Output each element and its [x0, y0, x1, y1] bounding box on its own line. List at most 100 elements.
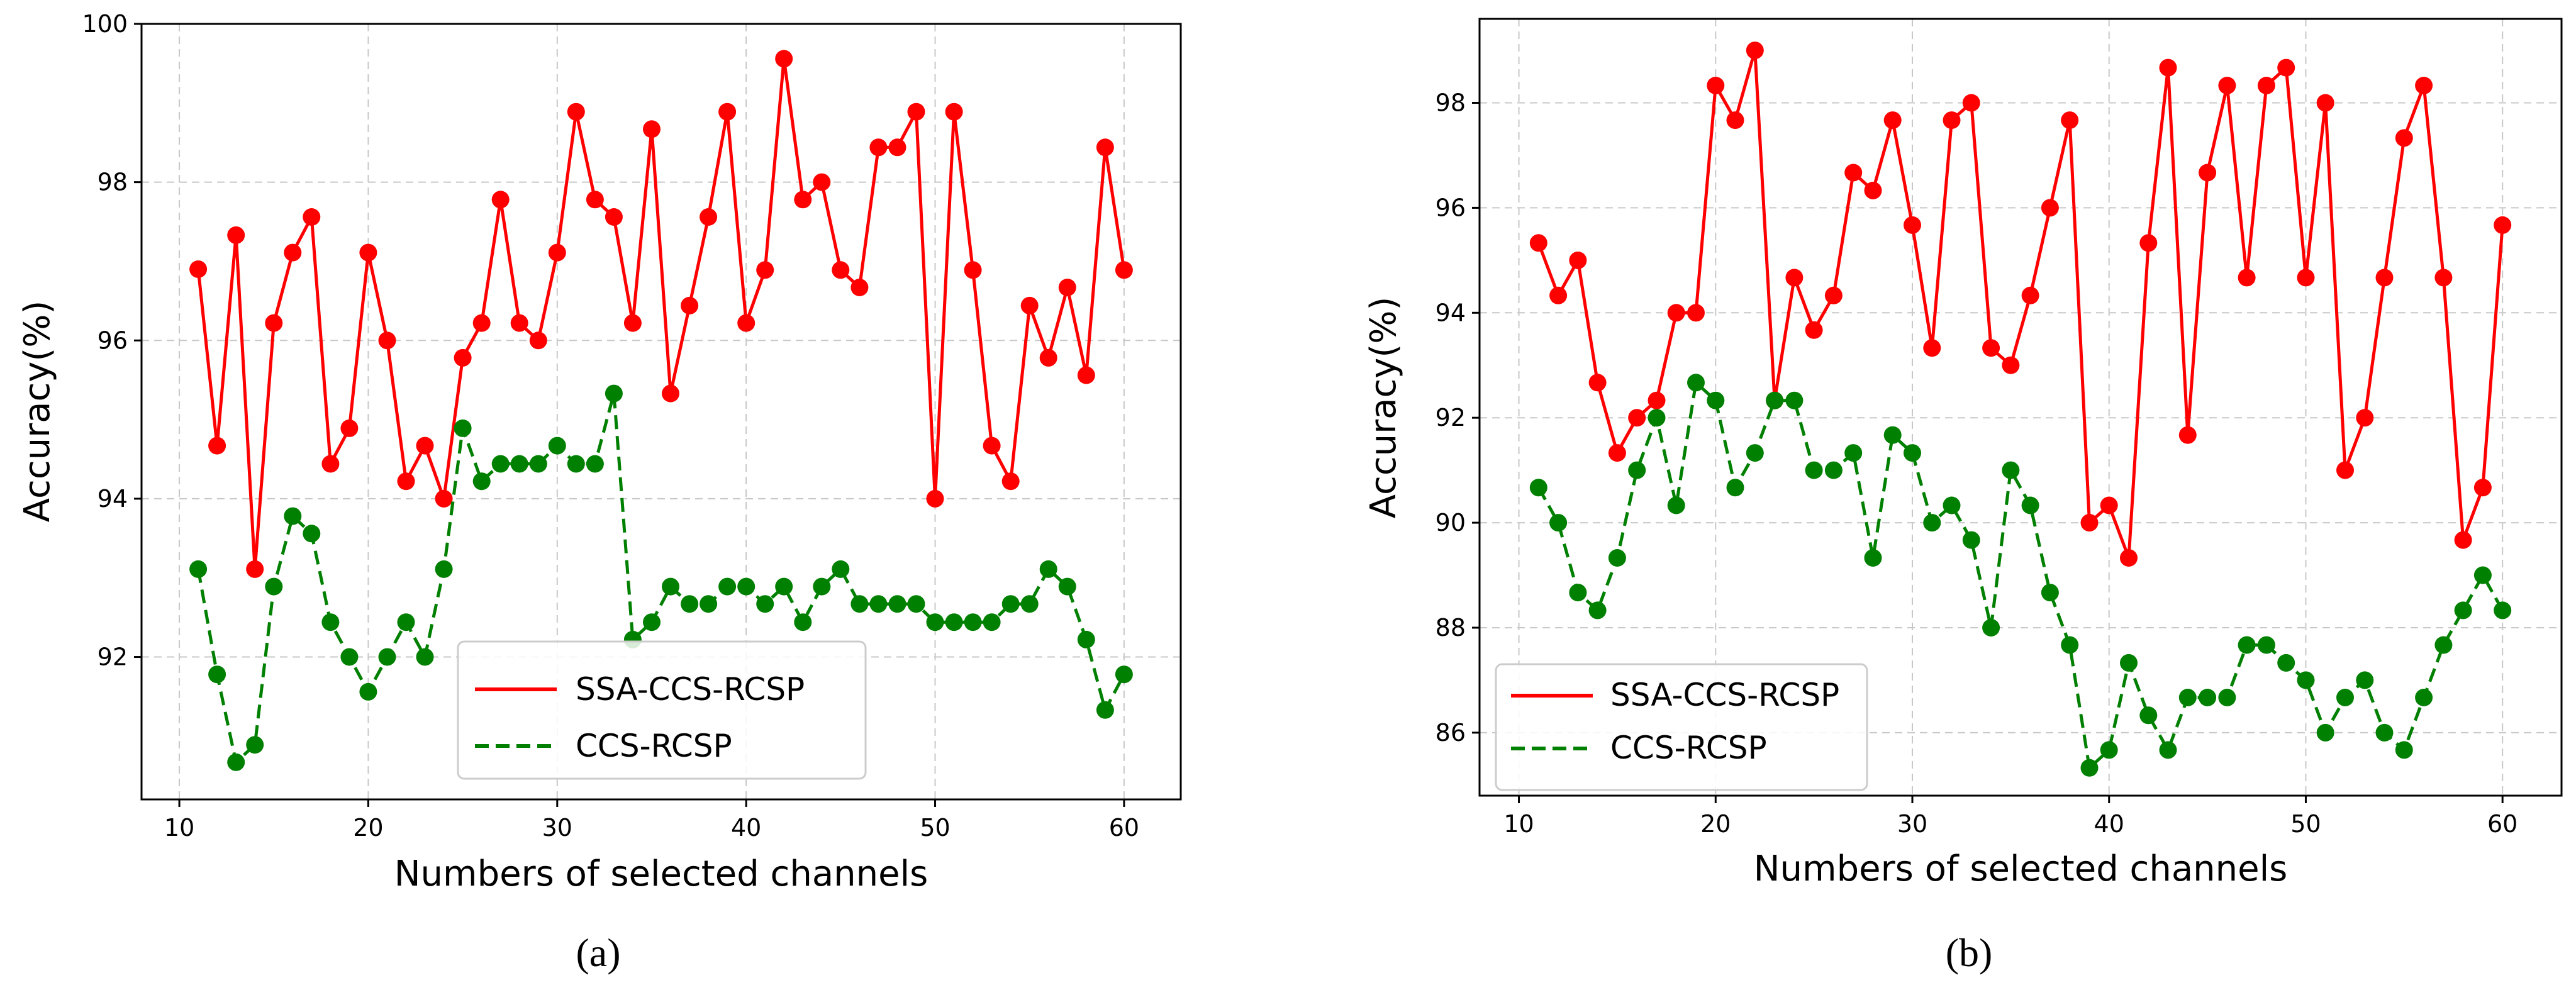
data-point-ccs-rcsp	[2297, 671, 2315, 689]
series-line-ssa-ccs-rcsp	[196, 57, 1126, 571]
x-tick-label: 50	[920, 814, 950, 842]
data-point-ssa-ccs-rcsp	[1667, 304, 1685, 322]
data-point-ssa-ccs-rcsp	[2297, 269, 2315, 287]
data-point-ssa-ccs-rcsp	[1746, 42, 1764, 60]
legend-label-ccs-a: CCS-RCSP	[576, 728, 732, 764]
data-point-ssa-ccs-rcsp	[1001, 472, 1020, 491]
data-point-ssa-ccs-rcsp	[340, 419, 359, 437]
legend-box-a	[457, 640, 867, 780]
data-point-ccs-rcsp	[1687, 374, 1705, 392]
data-point-ccs-rcsp	[1058, 577, 1076, 596]
data-point-ccs-rcsp	[340, 648, 359, 666]
data-point-ccs-rcsp	[321, 613, 340, 631]
data-point-ccs-rcsp	[1529, 479, 1547, 497]
data-point-ccs-rcsp	[529, 455, 547, 473]
data-point-ccs-rcsp	[1904, 444, 1921, 462]
data-point-ccs-rcsp	[2257, 636, 2275, 654]
data-point-ccs-rcsp	[2316, 723, 2334, 742]
data-point-ccs-rcsp	[1648, 409, 1666, 427]
data-point-ssa-ccs-rcsp	[378, 331, 396, 350]
data-point-ccs-rcsp	[1707, 391, 1725, 409]
x-axis-label-b: Numbers of selected channels	[1754, 848, 2288, 889]
data-point-ssa-ccs-rcsp	[1962, 94, 1980, 112]
axis-ticks-b: 10 20 30 40 50 60 86 88 90 92 94 96 98	[1436, 89, 2518, 838]
data-point-ssa-ccs-rcsp	[2139, 234, 2158, 252]
data-point-ssa-ccs-rcsp	[510, 314, 528, 332]
data-point-ssa-ccs-rcsp	[700, 208, 718, 226]
data-point-ccs-rcsp	[1569, 584, 1587, 602]
data-point-ssa-ccs-rcsp	[1707, 77, 1725, 94]
data-point-ccs-rcsp	[2178, 689, 2197, 706]
data-point-ssa-ccs-rcsp	[2178, 426, 2197, 444]
x-tick-label: 40	[731, 814, 761, 842]
data-point-ssa-ccs-rcsp	[2257, 77, 2275, 94]
data-point-ccs-rcsp	[1077, 630, 1095, 648]
data-point-ccs-rcsp	[1883, 426, 1902, 444]
chart-panel-b: 10 20 30 40 50 60 86 88 90 92 94 96 98 Numbers of se…	[1363, 18, 2563, 975]
x-tick-label: 20	[1700, 810, 1731, 838]
data-point-ssa-ccs-rcsp	[2159, 58, 2177, 77]
data-point-ssa-ccs-rcsp	[983, 437, 1001, 455]
data-point-ssa-ccs-rcsp	[2002, 356, 2020, 374]
data-point-ssa-ccs-rcsp	[208, 437, 226, 455]
data-point-ccs-rcsp	[1805, 461, 1823, 479]
panel-label-b: (b)	[1946, 930, 1993, 975]
data-point-ssa-ccs-rcsp	[1039, 348, 1057, 367]
data-point-ssa-ccs-rcsp	[2080, 514, 2099, 532]
data-point-ccs-rcsp	[1943, 496, 1961, 514]
data-point-ccs-rcsp	[983, 613, 1001, 631]
data-point-ccs-rcsp	[378, 648, 396, 666]
data-point-ssa-ccs-rcsp	[1020, 296, 1039, 314]
y-tick-label: 94	[1436, 299, 1466, 326]
data-point-ccs-rcsp	[794, 613, 812, 631]
data-point-ccs-rcsp	[416, 648, 434, 666]
data-point-ccs-rcsp	[907, 595, 925, 613]
data-point-ssa-ccs-rcsp	[2041, 199, 2059, 217]
data-point-ccs-rcsp	[813, 577, 831, 596]
data-point-ssa-ccs-rcsp	[1115, 261, 1133, 279]
panel-label-a: (a)	[576, 930, 620, 975]
y-tick-label: 92	[1436, 404, 1466, 431]
data-point-ccs-rcsp	[2434, 636, 2453, 654]
data-point-ssa-ccs-rcsp	[662, 384, 679, 403]
legend-a: SSA-CCS-RCSP CCS-RCSP	[457, 640, 867, 780]
data-point-ccs-rcsp	[2336, 689, 2354, 706]
data-point-ccs-rcsp	[2277, 654, 2295, 672]
data-point-ccs-rcsp	[1746, 444, 1764, 462]
data-point-ssa-ccs-rcsp	[681, 296, 699, 314]
data-point-ssa-ccs-rcsp	[1529, 234, 1547, 252]
data-point-ssa-ccs-rcsp	[832, 261, 850, 279]
data-point-ccs-rcsp	[945, 613, 963, 631]
data-point-ssa-ccs-rcsp	[2238, 269, 2256, 287]
data-point-ccs-rcsp	[265, 577, 283, 596]
data-point-ssa-ccs-rcsp	[756, 261, 774, 279]
data-point-ccs-rcsp	[850, 595, 869, 613]
data-point-ccs-rcsp	[1115, 665, 1133, 684]
data-point-ccs-rcsp	[605, 384, 623, 403]
data-point-ssa-ccs-rcsp	[605, 208, 623, 226]
data-point-ssa-ccs-rcsp	[189, 260, 208, 278]
x-axis-label-a: Numbers of selected channels	[394, 854, 928, 894]
data-point-ccs-rcsp	[2415, 689, 2433, 706]
data-point-ccs-rcsp	[1766, 391, 1784, 409]
data-point-ccs-rcsp	[2199, 689, 2217, 706]
data-point-ccs-rcsp	[926, 613, 944, 631]
data-point-ssa-ccs-rcsp	[2100, 496, 2118, 514]
data-point-ccs-rcsp	[359, 682, 377, 701]
data-point-ssa-ccs-rcsp	[1923, 339, 1941, 357]
data-point-ccs-rcsp	[1039, 560, 1057, 578]
data-point-ccs-rcsp	[548, 437, 566, 455]
data-point-ssa-ccs-rcsp	[926, 489, 944, 508]
data-point-ssa-ccs-rcsp	[246, 560, 264, 578]
data-point-ssa-ccs-rcsp	[2375, 269, 2394, 287]
data-point-ccs-rcsp	[1549, 514, 1568, 532]
data-point-ccs-rcsp	[2041, 584, 2059, 602]
data-point-ccs-rcsp	[1726, 479, 1744, 497]
legend-label-ssa-a: SSA-CCS-RCSP	[576, 671, 805, 708]
data-point-ccs-rcsp	[1923, 514, 1941, 532]
data-point-ssa-ccs-rcsp	[416, 437, 434, 455]
data-point-ssa-ccs-rcsp	[284, 243, 302, 262]
data-point-ccs-rcsp	[2061, 636, 2079, 654]
data-point-ccs-rcsp	[510, 455, 528, 473]
